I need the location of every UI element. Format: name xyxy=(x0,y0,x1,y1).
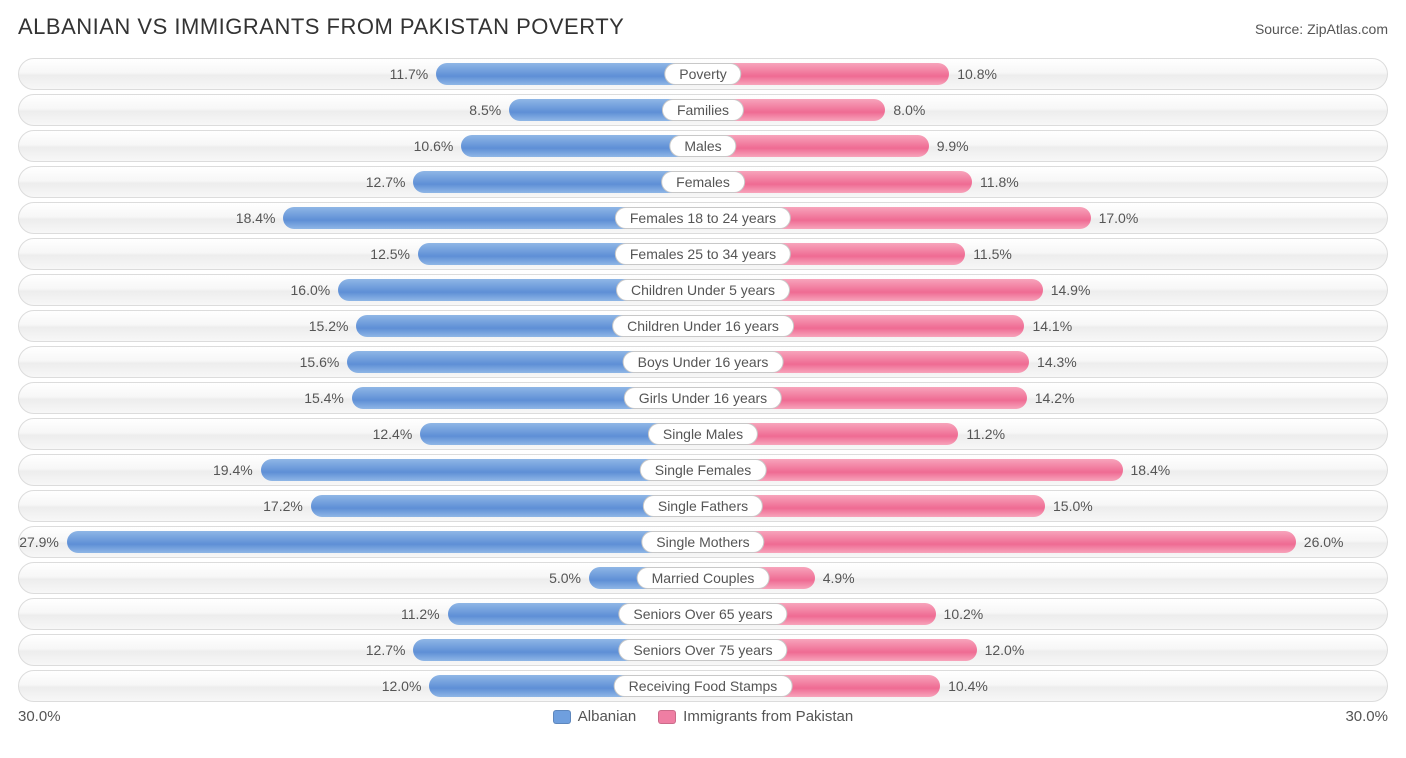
bar-left xyxy=(67,531,703,553)
chart-row: 12.7% 11.8% Females xyxy=(18,166,1388,198)
category-label: Single Males xyxy=(648,423,758,445)
bar-left xyxy=(413,171,703,193)
chart-row: 10.6% 9.9% Males xyxy=(18,130,1388,162)
value-right: 14.1% xyxy=(1032,311,1072,341)
chart-row: 19.4% 18.4% Single Females xyxy=(18,454,1388,486)
value-right: 10.8% xyxy=(957,59,997,89)
value-left: 10.6% xyxy=(414,131,454,161)
value-left: 15.2% xyxy=(309,311,349,341)
value-left: 8.5% xyxy=(469,95,501,125)
chart-row: 18.4% 17.0% Females 18 to 24 years xyxy=(18,202,1388,234)
bar-left xyxy=(436,63,703,85)
legend-swatch-left-icon xyxy=(553,710,571,724)
chart-row: 12.7% 12.0% Seniors Over 75 years xyxy=(18,634,1388,666)
chart-title: ALBANIAN VS IMMIGRANTS FROM PAKISTAN POV… xyxy=(18,14,624,40)
category-label: Females xyxy=(661,171,745,193)
category-label: Families xyxy=(662,99,744,121)
category-label: Single Fathers xyxy=(643,495,763,517)
category-label: Single Females xyxy=(640,459,767,481)
bar-left xyxy=(461,135,703,157)
value-right: 11.2% xyxy=(966,419,1005,449)
value-left: 12.5% xyxy=(370,239,410,269)
legend-swatch-right-icon xyxy=(658,710,676,724)
value-right: 17.0% xyxy=(1099,203,1139,233)
bar-right xyxy=(703,135,929,157)
chart-row: 27.9% 26.0% Single Mothers xyxy=(18,526,1388,558)
category-label: Girls Under 16 years xyxy=(624,387,782,409)
source-link[interactable]: ZipAtlas.com xyxy=(1307,21,1388,37)
bar-left xyxy=(261,459,703,481)
value-left: 15.6% xyxy=(300,347,340,377)
value-right: 10.2% xyxy=(944,599,984,629)
value-right: 11.8% xyxy=(980,167,1019,197)
chart-row: 16.0% 14.9% Children Under 5 years xyxy=(18,274,1388,306)
category-label: Boys Under 16 years xyxy=(623,351,784,373)
value-right: 12.0% xyxy=(985,635,1025,665)
value-left: 17.2% xyxy=(263,491,303,521)
chart-row: 11.7% 10.8% Poverty xyxy=(18,58,1388,90)
category-label: Receiving Food Stamps xyxy=(614,675,793,697)
category-label: Married Couples xyxy=(637,567,770,589)
axis-max-left: 30.0% xyxy=(18,708,61,725)
category-label: Single Mothers xyxy=(641,531,764,553)
chart-row: 15.2% 14.1% Children Under 16 years xyxy=(18,310,1388,342)
value-right: 9.9% xyxy=(937,131,969,161)
value-left: 12.4% xyxy=(373,419,413,449)
category-label: Females 25 to 34 years xyxy=(615,243,791,265)
legend-item-right: Immigrants from Pakistan xyxy=(658,708,853,725)
value-right: 14.2% xyxy=(1035,383,1075,413)
category-label: Males xyxy=(669,135,736,157)
value-right: 11.5% xyxy=(973,239,1012,269)
value-left: 12.7% xyxy=(366,635,406,665)
value-left: 27.9% xyxy=(19,527,59,557)
value-right: 8.0% xyxy=(893,95,925,125)
value-right: 26.0% xyxy=(1304,527,1344,557)
value-right: 4.9% xyxy=(823,563,855,593)
value-right: 14.9% xyxy=(1051,275,1091,305)
category-label: Children Under 16 years xyxy=(612,315,794,337)
value-left: 11.7% xyxy=(390,59,429,89)
category-label: Poverty xyxy=(664,63,741,85)
axis-max-right: 30.0% xyxy=(1345,708,1388,725)
value-left: 15.4% xyxy=(304,383,344,413)
value-left: 12.7% xyxy=(366,167,406,197)
legend-label-right: Immigrants from Pakistan xyxy=(683,708,853,725)
value-left: 5.0% xyxy=(549,563,581,593)
chart-row: 8.5% 8.0% Families xyxy=(18,94,1388,126)
chart-row: 15.6% 14.3% Boys Under 16 years xyxy=(18,346,1388,378)
source-attribution: Source: ZipAtlas.com xyxy=(1255,21,1388,37)
category-label: Seniors Over 65 years xyxy=(618,603,787,625)
legend: Albanian Immigrants from Pakistan xyxy=(553,708,853,725)
chart-row: 5.0% 4.9% Married Couples xyxy=(18,562,1388,594)
chart-row: 12.5% 11.5% Females 25 to 34 years xyxy=(18,238,1388,270)
legend-item-left: Albanian xyxy=(553,708,636,725)
category-label: Seniors Over 75 years xyxy=(618,639,787,661)
legend-label-left: Albanian xyxy=(578,708,636,725)
chart-row: 15.4% 14.2% Girls Under 16 years xyxy=(18,382,1388,414)
value-right: 18.4% xyxy=(1131,455,1171,485)
chart-row: 12.4% 11.2% Single Males xyxy=(18,418,1388,450)
source-label: Source: xyxy=(1255,21,1303,37)
category-label: Children Under 5 years xyxy=(616,279,790,301)
value-left: 11.2% xyxy=(401,599,440,629)
value-right: 15.0% xyxy=(1053,491,1093,521)
value-right: 14.3% xyxy=(1037,347,1077,377)
chart-row: 17.2% 15.0% Single Fathers xyxy=(18,490,1388,522)
category-label: Females 18 to 24 years xyxy=(615,207,791,229)
value-left: 19.4% xyxy=(213,455,253,485)
chart-row: 11.2% 10.2% Seniors Over 65 years xyxy=(18,598,1388,630)
value-left: 18.4% xyxy=(236,203,276,233)
value-left: 12.0% xyxy=(382,671,422,701)
bar-right xyxy=(703,531,1296,553)
value-left: 16.0% xyxy=(291,275,331,305)
chart-row: 12.0% 10.4% Receiving Food Stamps xyxy=(18,670,1388,702)
diverging-bar-chart: 11.7% 10.8% Poverty 8.5% 8.0% Families 10.6% 9.… xyxy=(18,58,1388,702)
value-right: 10.4% xyxy=(948,671,988,701)
